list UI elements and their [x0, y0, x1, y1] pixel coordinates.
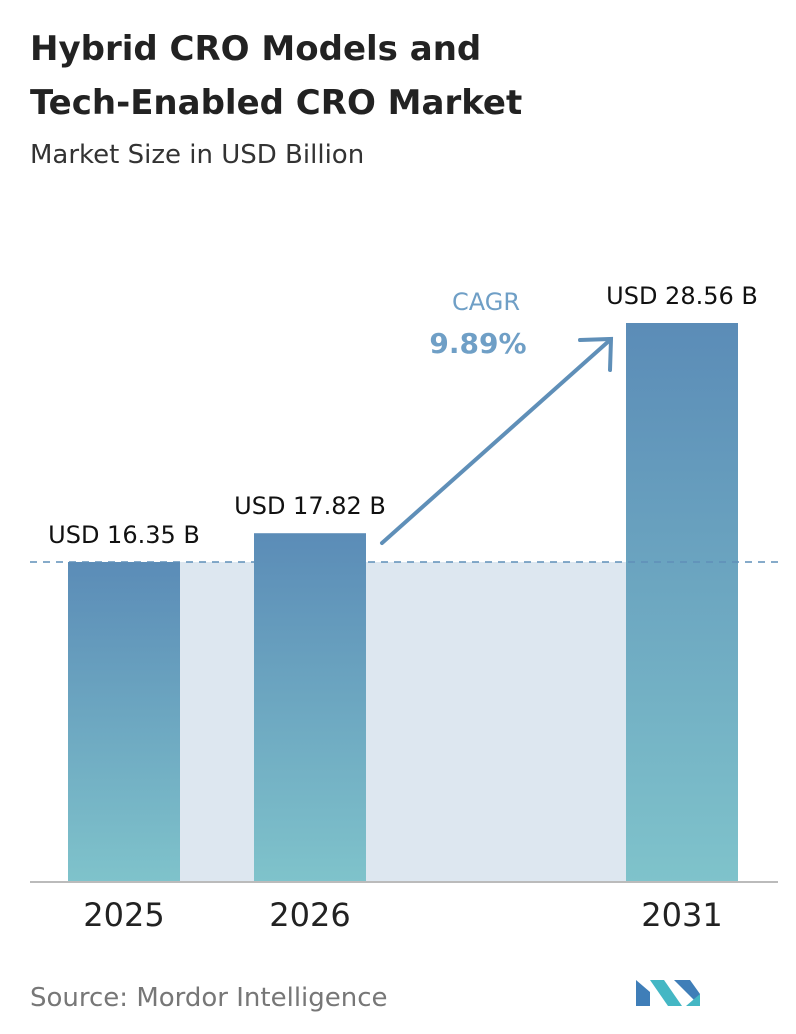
x-tick-label: 2025 — [83, 896, 164, 934]
plot-area: USD 16.35 B 2025 USD 17.82 B 2026 USD 28.56 … — [30, 282, 782, 934]
value-label: USD 16.35 B — [48, 521, 200, 549]
cagr-value: 9.89% — [429, 327, 526, 360]
logo — [636, 980, 700, 1006]
chart-title: Hybrid CRO Models and — [30, 29, 481, 69]
x-tick-label: 2031 — [641, 896, 722, 934]
value-label: USD 28.56 B — [606, 282, 758, 310]
chart-subtitle: Market Size in USD Billion — [30, 140, 364, 170]
bar — [254, 533, 366, 882]
cagr-label: CAGR — [452, 288, 520, 316]
bar — [626, 323, 738, 882]
cagr-arrow — [380, 336, 614, 545]
source: Source: Mordor Intelligence — [30, 983, 388, 1013]
value-label: USD 17.82 B — [234, 492, 386, 520]
x-tick-label: 2026 — [269, 896, 350, 934]
bar — [68, 561, 180, 882]
chart-title: Tech-Enabled CRO Market — [30, 83, 522, 123]
